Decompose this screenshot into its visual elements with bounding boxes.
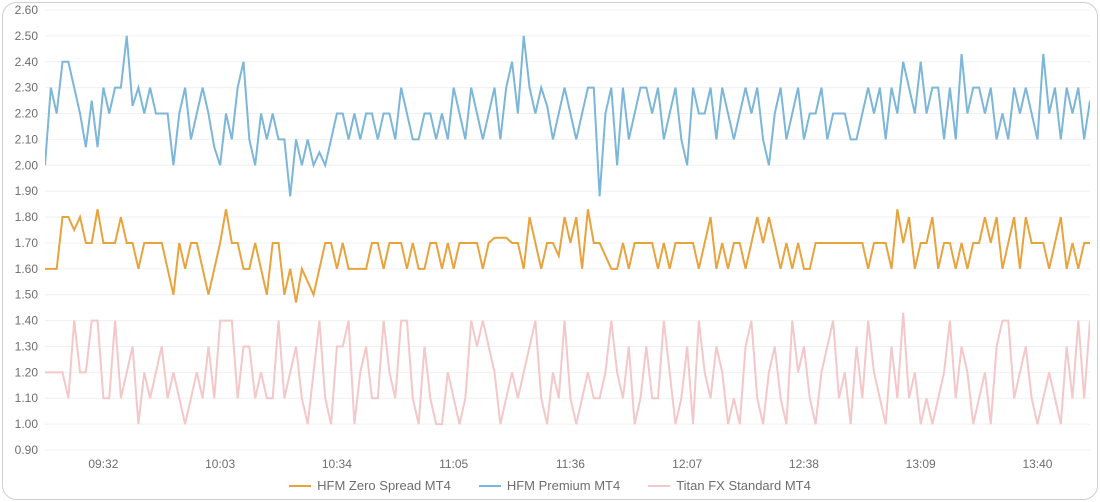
x-tick-label: 10:34 [322, 457, 352, 471]
x-tick-label: 09:32 [88, 457, 118, 471]
y-tick-label: 2.30 [15, 81, 39, 95]
y-tick-label: 1.10 [15, 391, 39, 405]
y-tick-label: 2.20 [15, 107, 39, 121]
x-tick-label: 12:07 [672, 457, 702, 471]
legend-item[interactable]: HFM Premium MT4 [479, 478, 620, 493]
x-tick-label: 12:38 [789, 457, 819, 471]
x-tick-label: 13:40 [1022, 457, 1052, 471]
y-tick-label: 1.20 [15, 365, 39, 379]
x-tick-label: 13:09 [906, 457, 936, 471]
y-tick-label: 0.90 [15, 443, 39, 457]
y-tick-label: 1.40 [15, 314, 39, 328]
y-tick-label: 2.10 [15, 132, 39, 146]
legend-swatch [289, 485, 311, 487]
legend-label: Titan FX Standard MT4 [676, 478, 811, 493]
y-tick-label: 1.30 [15, 339, 39, 353]
y-tick-label: 1.00 [15, 417, 39, 431]
y-tick-label: 1.50 [15, 288, 39, 302]
chart-svg: 0.90 1.00 1.10 1.20 1.30 1.40 1.50 1.60 1.70 1.80… [0, 0, 1100, 502]
legend-item[interactable]: HFM Zero Spread MT4 [289, 478, 451, 493]
y-tick-label: 1.90 [15, 184, 39, 198]
x-tick-label: 11:36 [556, 457, 585, 471]
legend-swatch [648, 485, 670, 487]
y-tick-label: 2.00 [15, 158, 39, 172]
legend-label: HFM Zero Spread MT4 [317, 478, 451, 493]
legend-swatch [479, 485, 501, 487]
spread-line-chart: 0.90 1.00 1.10 1.20 1.30 1.40 1.50 1.60 1.70 1.80… [0, 0, 1100, 502]
y-tick-label: 1.70 [15, 236, 39, 250]
legend-label: HFM Premium MT4 [507, 478, 620, 493]
y-tick-label: 1.80 [15, 210, 39, 224]
x-tick-label: 11:05 [439, 457, 468, 471]
y-tick-label: 2.40 [15, 55, 39, 69]
y-tick-label: 2.50 [15, 29, 39, 43]
legend-item[interactable]: Titan FX Standard MT4 [648, 478, 811, 493]
chart-legend: HFM Zero Spread MT4 HFM Premium MT4 Titan … [0, 478, 1100, 493]
x-tick-label: 10:03 [205, 457, 235, 471]
y-tick-label: 2.60 [15, 3, 39, 17]
y-tick-label: 1.60 [15, 262, 39, 276]
